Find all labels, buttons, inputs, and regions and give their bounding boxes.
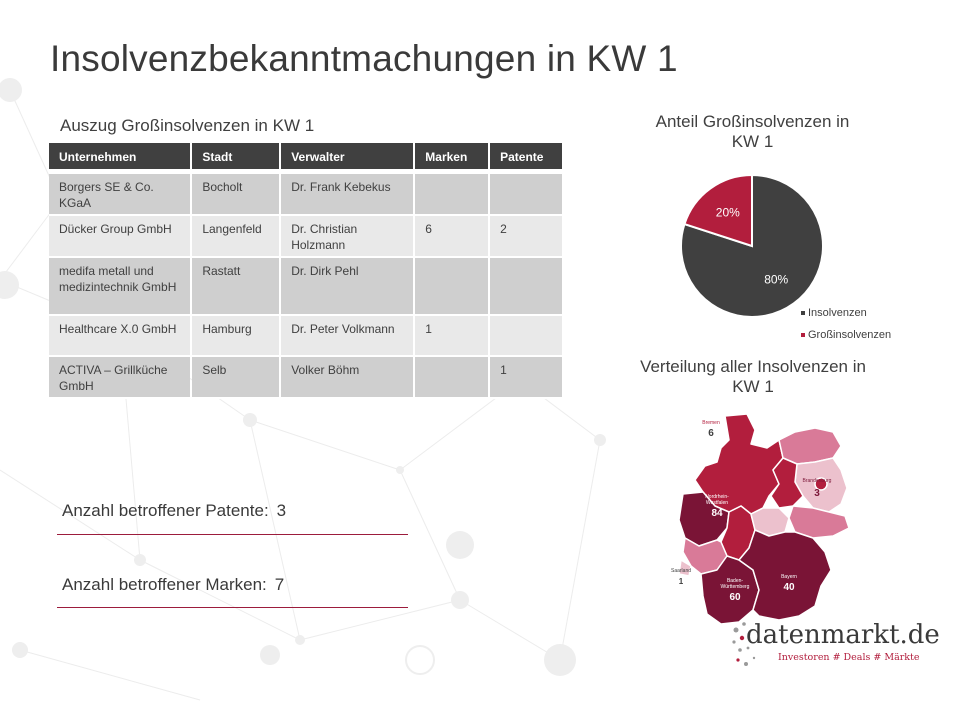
kpi-patente-label: Anzahl betroffener Patente: bbox=[62, 501, 269, 520]
cell-patente bbox=[490, 316, 562, 357]
kpi-marken-label: Anzahl betroffener Marken: bbox=[62, 575, 267, 594]
map-label-brandenburg-name: Brandenburg bbox=[803, 478, 832, 484]
map-label-bayern-value: 40 bbox=[783, 582, 795, 593]
cell-unternehmen: Dücker Group GmbH bbox=[49, 216, 191, 258]
cell-stadt: Bocholt bbox=[192, 174, 280, 216]
map-label-bw-name: Baden- bbox=[727, 578, 743, 584]
pie-label-insolvenzen: 80% bbox=[764, 272, 788, 286]
cell-verwalter: Dr. Frank Kebekus bbox=[281, 174, 414, 216]
map-label-nrw-name: Nordrhein- bbox=[705, 494, 729, 500]
table-header-row: Unternehmen Stadt Verwalter Marken Paten… bbox=[49, 143, 562, 174]
logo-tagline: Investoren # Deals # Märkte bbox=[778, 652, 920, 663]
map-label-bremen-name: Bremen bbox=[702, 420, 720, 426]
cell-unternehmen: ACTIVA – Grillküche GmbH bbox=[49, 357, 191, 399]
map-title: Verteilung aller Insolvenzen in KW 1 bbox=[640, 357, 866, 396]
map-label-nrw-value: 84 bbox=[711, 508, 723, 519]
map-region-saarland bbox=[678, 559, 692, 577]
page-title: Insolvenzbekanntmachungen in KW 1 bbox=[50, 38, 678, 79]
column-header-patente: Patente bbox=[490, 143, 562, 174]
pie-chart: 80% 20% bbox=[680, 173, 824, 318]
kpi-patente: Anzahl betroffener Patente: 3 bbox=[62, 501, 286, 521]
legend-label: Großinsolvenzen bbox=[808, 329, 892, 341]
kpi-divider bbox=[57, 607, 408, 608]
cell-stadt: Hamburg bbox=[192, 316, 280, 357]
table-row: medifa metall und medizintechnik GmbH Ra… bbox=[49, 258, 562, 316]
cell-marken bbox=[415, 174, 489, 216]
cell-verwalter: Dr. Christian Holzmann bbox=[281, 216, 414, 258]
insolvency-table: Unternehmen Stadt Verwalter Marken Paten… bbox=[47, 143, 564, 399]
column-header-stadt: Stadt bbox=[192, 143, 280, 174]
cell-marken: 1 bbox=[415, 316, 489, 357]
cell-verwalter: Volker Böhm bbox=[281, 357, 414, 399]
legend-swatch bbox=[801, 333, 805, 337]
table-row: Borgers SE & Co. KGaA Bocholt Dr. Frank … bbox=[49, 174, 562, 216]
cell-marken bbox=[415, 258, 489, 316]
cell-stadt: Selb bbox=[192, 357, 280, 399]
cell-marken: 6 bbox=[415, 216, 489, 258]
cell-unternehmen: Borgers SE & Co. KGaA bbox=[49, 174, 191, 216]
map-region-bayern bbox=[738, 529, 832, 621]
table-row: Dücker Group GmbH Langenfeld Dr. Christi… bbox=[49, 216, 562, 258]
pie-legend: Insolvenzen Großinsolvenzen bbox=[801, 302, 891, 346]
pie-slice-großinsolvenzen bbox=[683, 173, 753, 248]
logo-dots-icon bbox=[732, 622, 756, 666]
kpi-marken-value: 7 bbox=[274, 575, 285, 594]
map-label-bw-value: 60 bbox=[729, 592, 741, 603]
cell-patente bbox=[490, 174, 562, 216]
map-label-bremen-value: 6 bbox=[708, 428, 714, 439]
pie-chart-title: Anteil Großinsolvenzen in KW 1 bbox=[655, 112, 850, 151]
cell-unternehmen: medifa metall und medizintechnik GmbH bbox=[49, 258, 191, 316]
pie-label-großinsolvenzen: 20% bbox=[716, 206, 740, 220]
column-header-verwalter: Verwalter bbox=[281, 143, 414, 174]
map-label-bw-name-2: Württemberg bbox=[721, 584, 750, 590]
kpi-patente-value: 3 bbox=[276, 501, 287, 520]
table-row: Healthcare X.0 GmbH Hamburg Dr. Peter Vo… bbox=[49, 316, 562, 357]
cell-patente: 2 bbox=[490, 216, 562, 258]
datenmarkt-logo: datenmarkt.de Investoren # Deals # Märkt… bbox=[730, 620, 940, 680]
logo-name: datenmarkt.de bbox=[746, 620, 940, 650]
legend-label: Insolvenzen bbox=[808, 307, 867, 319]
cell-patente bbox=[490, 258, 562, 316]
legend-item-insolvenzen: Insolvenzen bbox=[801, 302, 891, 324]
cell-verwalter: Dr. Peter Volkmann bbox=[281, 316, 414, 357]
cell-stadt: Rastatt bbox=[192, 258, 280, 316]
column-header-marken: Marken bbox=[415, 143, 489, 174]
cell-marken bbox=[415, 357, 489, 399]
map-region-nrw bbox=[678, 491, 730, 547]
column-header-unternehmen: Unternehmen bbox=[49, 143, 191, 174]
map-label-saarland-name: Saarland bbox=[671, 568, 691, 574]
map-label-brandenburg-value: 3 bbox=[814, 488, 820, 499]
legend-swatch bbox=[801, 311, 805, 315]
cell-unternehmen: Healthcare X.0 GmbH bbox=[49, 316, 191, 357]
kpi-divider bbox=[57, 534, 408, 535]
legend-item-großinsolvenzen: Großinsolvenzen bbox=[801, 324, 891, 346]
cell-verwalter: Dr. Dirk Pehl bbox=[281, 258, 414, 316]
germany-map: Bremen 6 Nordrhein- Westfalen 84 Branden… bbox=[671, 413, 850, 625]
map-region-sachsen-anhalt bbox=[770, 457, 804, 509]
kpi-marken: Anzahl betroffener Marken: 7 bbox=[62, 575, 284, 595]
cell-stadt: Langenfeld bbox=[192, 216, 280, 258]
table-row: ACTIVA – Grillküche GmbH Selb Volker Böh… bbox=[49, 357, 562, 399]
cell-patente: 1 bbox=[490, 357, 562, 399]
map-label-saarland-value: 1 bbox=[679, 577, 684, 586]
map-label-nrw-name-2: Westfalen bbox=[706, 500, 728, 506]
map-label-bayern-name: Bayern bbox=[781, 574, 797, 580]
table-caption: Auszug Großinsolvenzen in KW 1 bbox=[60, 116, 315, 135]
